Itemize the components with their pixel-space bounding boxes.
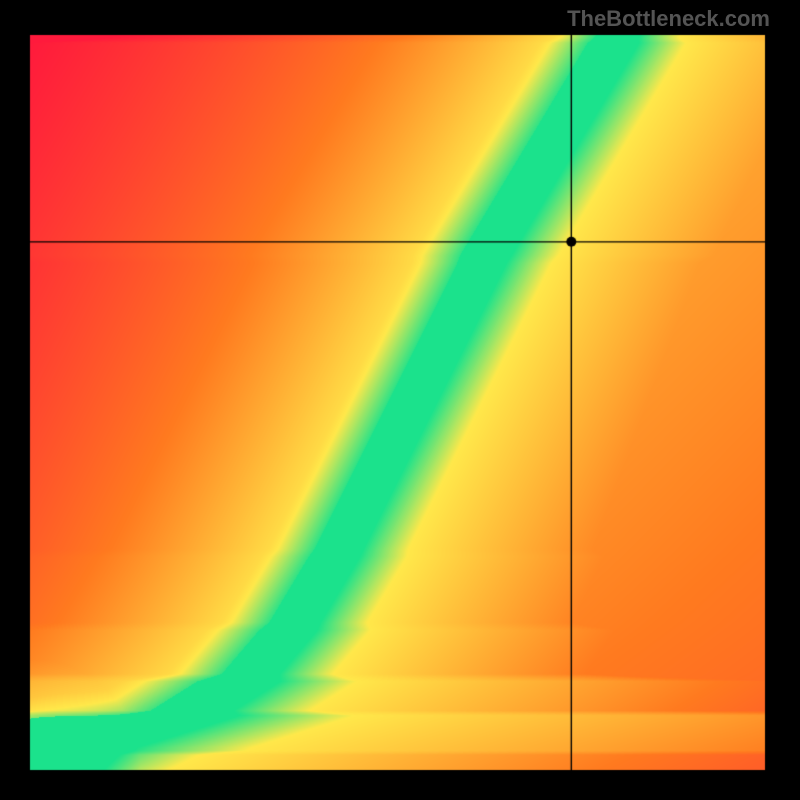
bottleneck-heatmap <box>0 0 800 800</box>
attribution-text: TheBottleneck.com <box>567 6 770 32</box>
chart-container: TheBottleneck.com <box>0 0 800 800</box>
